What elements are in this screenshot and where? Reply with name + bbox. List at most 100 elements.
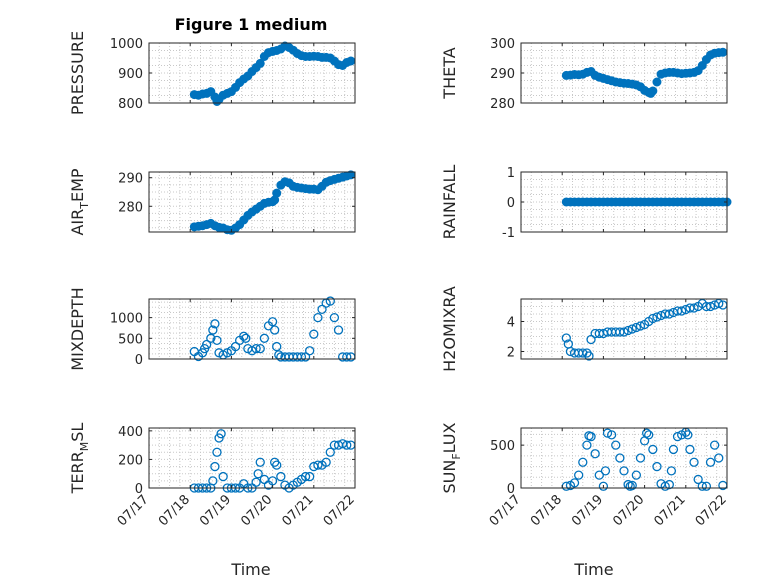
data-point: [677, 306, 687, 316]
figure-title: Figure 1 medium: [175, 15, 328, 34]
y-axis-label-main: H2OMIXRA: [440, 286, 459, 372]
tick-marks: [520, 171, 728, 233]
subplot-sun: 0 500 07/17 07/18 07/19 07/20 07/21 07/22 SUNFLU…: [440, 422, 730, 529]
y-tick-label: 500: [490, 439, 515, 454]
data-point: [313, 460, 323, 470]
y-axis-label-subscript: T: [78, 202, 91, 210]
data-point: [300, 352, 311, 362]
data-point: [660, 481, 670, 491]
data-point: [267, 317, 278, 327]
data-series: [561, 197, 732, 207]
data-point: [623, 479, 633, 490]
data-point: [685, 444, 695, 455]
data-point: [664, 479, 674, 490]
data-point: [333, 325, 344, 335]
data-point: [631, 470, 642, 480]
y-axis-label: H2OMIXRA: [440, 286, 459, 372]
tick-marks: [148, 42, 356, 104]
data-point: [272, 341, 282, 352]
x-tick-label: 07/17: [115, 492, 152, 529]
data-point: [202, 339, 212, 350]
y-axis-label-main: RAINFALL: [440, 165, 459, 240]
x-axis-label-left: Time: [230, 560, 270, 579]
data-point: [270, 325, 280, 335]
y-axis-label-main: SUN: [440, 460, 459, 494]
y-axis-label: PRESSURE: [68, 31, 87, 115]
data-point: [210, 319, 220, 329]
tick-marks: [148, 172, 356, 232]
data-point: [251, 477, 261, 487]
data-point: [239, 331, 249, 341]
y-axis-label: MIXDEPTH: [68, 287, 87, 370]
y-tick-label: 280: [490, 97, 515, 112]
tick-marks: [520, 42, 728, 104]
data-point: [652, 312, 662, 322]
data-point: [259, 333, 270, 343]
y-tick-label: 0: [507, 482, 515, 497]
data-point: [619, 327, 629, 337]
y-tick-label: -1: [502, 226, 515, 241]
data-point: [582, 440, 592, 450]
y-axis-label-subscript: F: [450, 453, 463, 459]
axes-box: [148, 298, 356, 360]
y-axis-label-main: MIXDEPTH: [68, 287, 87, 370]
y-tick-label: 400: [118, 425, 143, 440]
y-tick-label: 1000: [110, 312, 143, 327]
data-point: [627, 480, 637, 491]
y-axis-label-main: AIR: [68, 209, 87, 236]
data-series: [561, 47, 728, 98]
data-point: [216, 429, 226, 439]
data-point: [270, 457, 280, 467]
y-axis-label: THETA: [440, 47, 459, 99]
y-axis-label-rest: LUX: [440, 422, 459, 453]
axes-box: [148, 427, 356, 489]
data-point: [296, 352, 307, 362]
y-tick-label: 200: [118, 453, 143, 468]
tick-marks: [520, 428, 728, 489]
data-point: [644, 430, 654, 440]
data-point: [561, 333, 571, 343]
y-tick-label: 300: [490, 37, 515, 52]
data-point: [574, 470, 584, 480]
y-axis-label-subscript: M: [78, 442, 91, 452]
data-series: [189, 41, 356, 106]
tick-marks: [148, 299, 356, 360]
x-tick-label: 07/22: [693, 492, 730, 529]
y-axis-label-rest: SL: [68, 423, 87, 442]
data-point: [718, 47, 728, 57]
data-point: [212, 447, 222, 457]
data-point: [693, 474, 703, 485]
data-point: [272, 460, 282, 470]
data-point: [276, 471, 286, 482]
data-point: [701, 481, 712, 491]
data-point: [578, 457, 588, 467]
y-tick-label: 280: [118, 200, 143, 215]
data-point: [255, 344, 265, 354]
data-point: [309, 329, 319, 339]
y-tick-label: 0: [135, 353, 143, 368]
tick-marks: [520, 299, 728, 359]
data-point: [697, 481, 707, 491]
x-tick-label: 07/21: [280, 492, 317, 529]
data-point: [623, 325, 633, 336]
subplot-mixdepth: 0 500 1000 MIXDEPTH: [68, 287, 356, 371]
data-point: [594, 470, 604, 480]
data-point: [255, 58, 265, 68]
data-point: [317, 304, 327, 314]
data-point: [652, 461, 662, 472]
data-point: [325, 447, 335, 457]
data-point: [683, 430, 693, 440]
data-point: [346, 56, 356, 66]
y-tick-label: 500: [118, 332, 143, 347]
data-point: [697, 61, 707, 70]
y-tick-label: 0: [135, 482, 143, 497]
y-axis-label-main: PRESSURE: [68, 31, 87, 115]
data-point: [255, 457, 265, 467]
subplot-terr: 0 200 400 07/17 07/18 07/19 07/20 07/21 07/22 TER…: [68, 423, 358, 530]
data-point: [664, 309, 674, 319]
data-point: [705, 457, 716, 467]
data-point: [602, 428, 613, 438]
data-point: [272, 188, 282, 198]
data-point: [267, 476, 278, 486]
subplot-air: 280 290 AIRTEMP: [68, 168, 356, 236]
